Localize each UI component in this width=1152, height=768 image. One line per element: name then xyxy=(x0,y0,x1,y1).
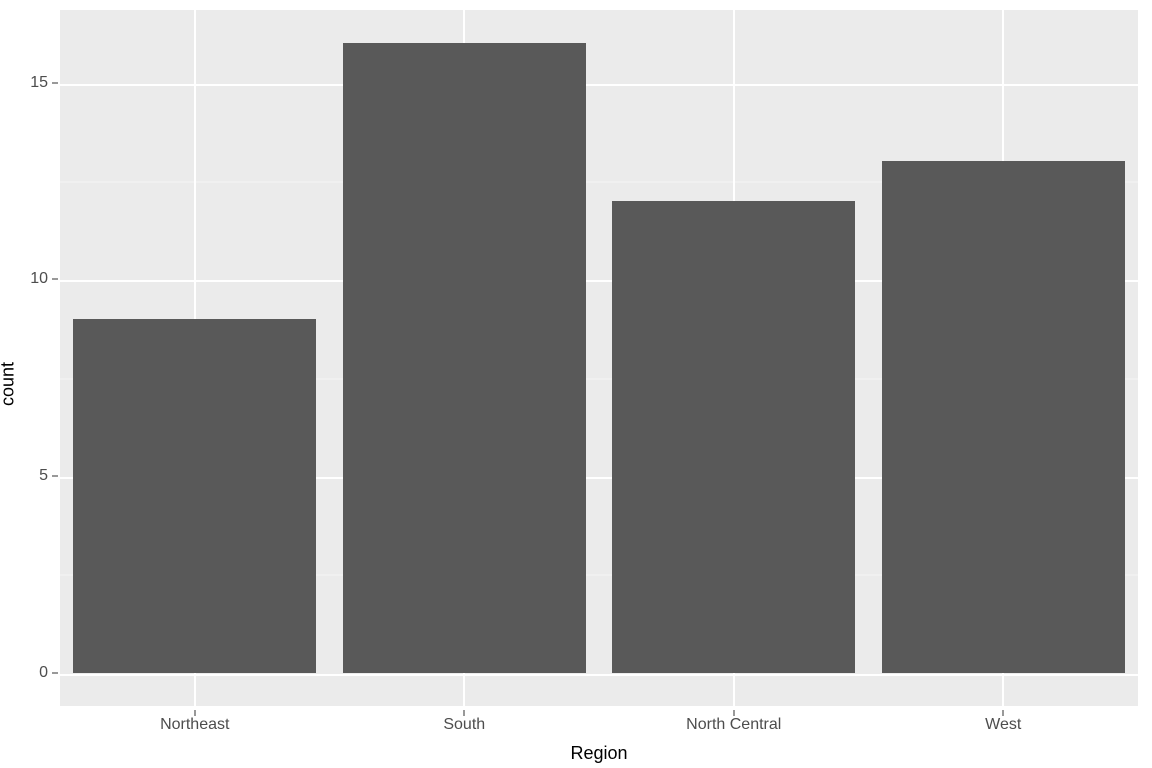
x-axis-title: Region xyxy=(60,743,1138,764)
bar-chart: count 051015 NortheastSouthNorth Central… xyxy=(0,0,1152,768)
y-tick-label: 10 xyxy=(30,270,48,288)
x-tick-label: North Central xyxy=(686,716,781,734)
y-tick-mark xyxy=(52,475,58,476)
y-tick-mark xyxy=(52,672,58,673)
y-axis-ticks: 0 5 10 15 xyxy=(0,10,58,706)
y-tick-label: 5 xyxy=(39,467,48,485)
bar xyxy=(612,201,855,673)
x-tick-label: South xyxy=(443,716,485,734)
bar xyxy=(73,319,316,673)
x-axis-ticks: Northeast South North Central West xyxy=(60,710,1138,738)
y-tick-mark xyxy=(52,279,58,280)
y-tick-label: 15 xyxy=(30,74,48,92)
x-tick-label: Northeast xyxy=(160,716,229,734)
bar xyxy=(882,161,1125,672)
plot-panel xyxy=(60,10,1138,706)
y-tick-label: 0 xyxy=(39,664,48,682)
bars-layer xyxy=(60,10,1138,706)
bar xyxy=(343,43,586,672)
x-tick-label: West xyxy=(985,716,1021,734)
y-tick-mark xyxy=(52,82,58,83)
